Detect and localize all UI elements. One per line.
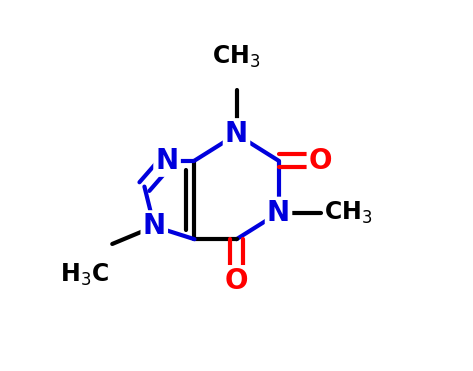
- Text: O: O: [309, 147, 333, 175]
- Text: N: N: [225, 120, 248, 148]
- Text: N: N: [156, 147, 179, 175]
- Text: H$_3$C: H$_3$C: [60, 262, 109, 288]
- Text: N: N: [267, 199, 290, 227]
- Text: CH$_3$: CH$_3$: [324, 200, 373, 226]
- Text: N: N: [143, 213, 166, 240]
- Text: O: O: [225, 267, 248, 295]
- Text: CH$_3$: CH$_3$: [212, 44, 261, 70]
